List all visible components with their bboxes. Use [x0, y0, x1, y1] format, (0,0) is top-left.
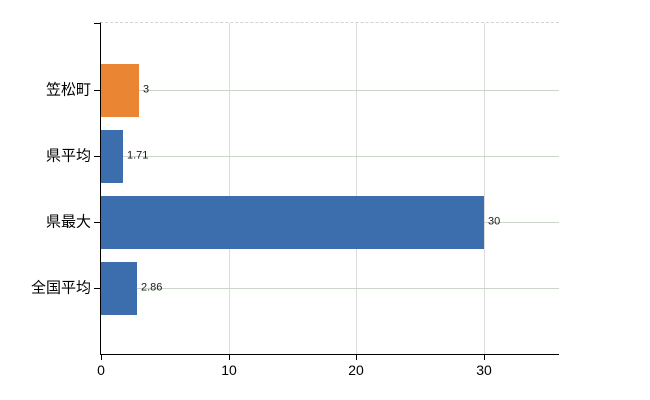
h-gridline [101, 156, 559, 157]
bar-2 [101, 196, 484, 249]
value-label: 2.86 [141, 281, 163, 294]
y-axis-tick [94, 156, 101, 157]
x-axis-tick [101, 355, 102, 360]
value-label: 3 [143, 83, 150, 96]
category-label: 県最大 [45, 213, 91, 231]
y-axis-tick [94, 90, 101, 91]
h-gridline [101, 90, 559, 91]
value-label: 1.71 [127, 149, 149, 162]
x-axis-tick [356, 355, 357, 360]
plot-area: 0 10 20 30 笠松町 3 県平均 1.71 県最大 30 全国平均 2.86 [31, 22, 559, 377]
x-axis-tick [229, 355, 230, 360]
v-gridline [356, 23, 357, 354]
v-gridline [484, 23, 485, 354]
x-tick-label: 0 [97, 362, 105, 378]
category-label: 県平均 [45, 147, 91, 165]
bar-0 [101, 64, 139, 117]
bar-3 [101, 262, 137, 315]
category-label: 笠松町 [45, 81, 91, 99]
v-gridline [229, 23, 230, 354]
x-axis-tick [484, 355, 485, 360]
y-axis-tick [94, 288, 101, 289]
y-axis-tick [94, 222, 101, 223]
x-tick-label: 20 [348, 362, 364, 378]
h-gridline [101, 288, 559, 289]
x-tick-label: 10 [221, 362, 237, 378]
bar-1 [101, 130, 123, 183]
value-label: 30 [488, 215, 501, 228]
x-tick-label: 30 [476, 362, 492, 378]
category-label: 全国平均 [30, 279, 91, 297]
y-axis-end-tick [94, 23, 101, 24]
